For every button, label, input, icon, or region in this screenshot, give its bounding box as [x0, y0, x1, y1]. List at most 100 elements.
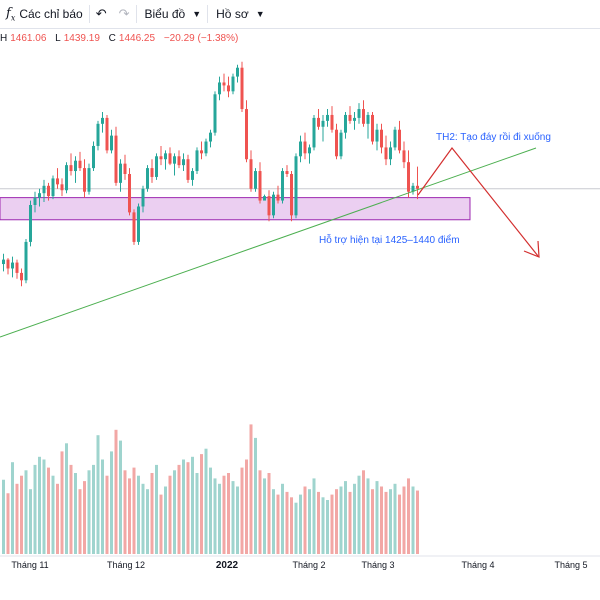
candle-body: [87, 168, 91, 192]
candle-body: [141, 188, 145, 207]
volume-bar: [155, 464, 158, 554]
volume-bar: [51, 475, 55, 554]
volume-bar: [56, 483, 59, 554]
top-toolbar: fx Các chỉ báo ↶ ↷ Biểu đồ ▼ Hồ sơ ▼: [0, 0, 600, 29]
fx-icon: fx: [6, 5, 16, 23]
ohlc-l-key: L: [55, 33, 61, 44]
candle-body: [47, 185, 50, 197]
volume-bar: [195, 473, 199, 554]
volume-bar: [326, 500, 329, 554]
chart-type-label: Biểu đồ: [144, 7, 186, 21]
candle-body: [168, 153, 172, 164]
volume-bar: [105, 475, 109, 554]
candle-body: [123, 163, 127, 174]
volume-bar: [2, 479, 5, 554]
candle-body: [11, 262, 14, 269]
volume-bar: [240, 467, 244, 554]
candle-body: [407, 162, 410, 192]
volume-bar: [411, 486, 415, 554]
volume-bar: [380, 486, 383, 554]
candle-body: [384, 147, 388, 160]
volume-bar: [335, 489, 338, 554]
redo-button[interactable]: ↷: [113, 0, 136, 28]
volume-bar: [321, 497, 325, 554]
candle-body: [380, 129, 383, 148]
volume-bar: [123, 470, 127, 554]
volume-bar: [236, 486, 239, 554]
candle-body: [326, 114, 329, 121]
volume-bar: [83, 481, 86, 554]
candle-body: [366, 114, 370, 124]
candle-body: [177, 156, 181, 166]
volume-bar: [416, 490, 419, 554]
candle-body: [105, 117, 109, 151]
volume-bar: [209, 467, 212, 554]
volume-bar: [6, 493, 10, 554]
candle-body: [155, 156, 158, 177]
scenario-annotation: TH2: Tạo đáy rồi đi xuống: [436, 131, 551, 143]
volume-bar: [11, 462, 14, 554]
volume-bar: [110, 451, 113, 554]
x-tick-label: Tháng 11: [11, 560, 48, 570]
candle-body: [353, 117, 356, 121]
undo-button[interactable]: ↶: [90, 0, 113, 28]
profile-button[interactable]: Hồ sơ ▼: [208, 0, 270, 28]
ohlc-c-key: C: [108, 33, 116, 44]
volume-bar: [353, 483, 356, 554]
candle-body: [416, 185, 419, 189]
volume-bar: [96, 435, 100, 554]
x-tick-label: Tháng 4: [461, 560, 494, 570]
volume-bar: [150, 473, 154, 554]
candle-body: [159, 156, 163, 160]
candle-body: [92, 145, 95, 169]
ohlc-l-value: 1439.19: [63, 33, 100, 44]
candle-body: [348, 114, 352, 121]
candle-body: [335, 129, 338, 157]
chevron-down-icon: ▼: [192, 9, 202, 19]
volume-bar: [119, 440, 122, 554]
volume-bar: [344, 481, 347, 554]
volume-bar: [24, 470, 28, 554]
candle-body: [204, 141, 208, 154]
volume-bar: [222, 475, 226, 554]
candle-body: [222, 82, 226, 86]
volume-bar: [281, 483, 284, 554]
candle-body: [110, 135, 113, 151]
redo-icon: ↷: [118, 6, 130, 21]
volume-bar: [87, 470, 91, 554]
volume-bar: [15, 483, 19, 554]
candle-body: [290, 174, 293, 216]
volume-bar: [249, 424, 253, 554]
volume-bar: [200, 454, 203, 554]
candle-body: [132, 212, 136, 242]
volume-bar: [339, 486, 343, 554]
volume-bar: [231, 481, 235, 554]
profile-label: Hồ sơ: [216, 7, 249, 21]
volume-bar: [173, 470, 176, 554]
volume-bar: [92, 464, 95, 554]
candle-body: [186, 159, 190, 180]
volume-bar: [146, 489, 149, 554]
volume-bar: [114, 429, 118, 554]
volume-bar: [128, 478, 131, 554]
candle-body: [285, 171, 289, 174]
indicators-button[interactable]: fx Các chỉ báo: [0, 0, 89, 28]
candle-body: [33, 197, 37, 205]
volume-bar: [357, 475, 361, 554]
volume-bar: [132, 467, 136, 554]
volume-bar: [78, 489, 82, 554]
candle-body: [330, 114, 334, 130]
candle-body: [308, 147, 311, 154]
x-tick-label: Tháng 3: [361, 560, 394, 570]
volume-bar: [303, 486, 307, 554]
candle-body: [249, 159, 253, 189]
candle-body: [200, 150, 203, 154]
volume-bar: [362, 470, 365, 554]
candle-body: [150, 168, 154, 177]
chart-type-button[interactable]: Biểu đồ ▼: [137, 0, 208, 28]
candle-body: [231, 76, 235, 92]
candle-body: [182, 159, 185, 166]
volume-bar: [65, 443, 68, 554]
candle-body: [375, 129, 379, 142]
